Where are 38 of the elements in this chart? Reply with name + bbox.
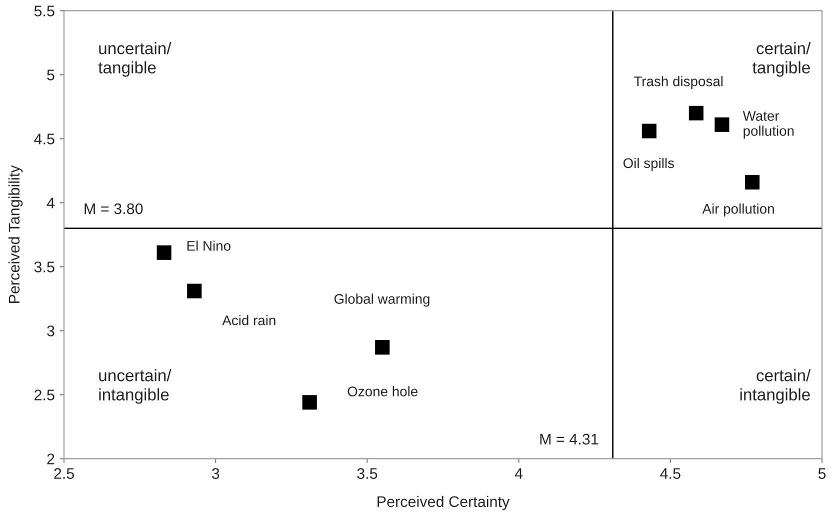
y-tick-label: 4.5: [34, 134, 54, 144]
y-tick-label: 2: [47, 454, 54, 464]
annotation: uncertain/ intangible: [99, 369, 172, 404]
point: [714, 117, 730, 132]
x-tick-label: 3: [212, 468, 220, 479]
annotation: Water pollution: [742, 111, 794, 139]
y-tick-label: 4: [46, 198, 55, 208]
annotation: Acid rain: [222, 315, 276, 326]
y-tick-label: 3.5: [34, 262, 54, 272]
annotation: Global warming: [334, 294, 430, 307]
y-axis-title: Perceived Tangibility: [8, 165, 23, 303]
annotation: certain/ intangible: [740, 369, 811, 404]
y-tick-label: 2.5: [34, 390, 54, 400]
x-tick-label: 2.5: [54, 468, 74, 479]
point: [642, 124, 656, 138]
x-tick-label: 5: [818, 468, 826, 479]
x-axis-title: Perceived Certainty: [378, 496, 510, 510]
annotation: Ozone hole: [348, 386, 418, 396]
y-tick-label: 3: [47, 326, 54, 336]
annotation: Trash disposal: [634, 76, 723, 90]
y-tick-label: 5.5: [34, 6, 54, 16]
point: [375, 340, 390, 355]
annotation: El Nino: [187, 240, 230, 251]
point: [688, 106, 704, 120]
y-tick-label: 5: [47, 70, 54, 80]
x-tick-label: 4.5: [660, 468, 680, 479]
annotation: Air pollution: [702, 204, 774, 216]
x-tick-label: 4: [514, 468, 523, 479]
annotation: certain/ tangible: [752, 42, 811, 77]
annotation: uncertain/ tangible: [98, 42, 172, 77]
ref-line-label: M = 4.31: [540, 434, 598, 445]
point: [187, 284, 202, 298]
point: [302, 395, 317, 410]
point: [156, 245, 172, 260]
annotation: Oil spills: [623, 158, 674, 171]
ref-line-label: M = 3.80: [84, 203, 143, 214]
x-tick-label: 3.5: [357, 468, 378, 479]
point: [744, 174, 760, 190]
